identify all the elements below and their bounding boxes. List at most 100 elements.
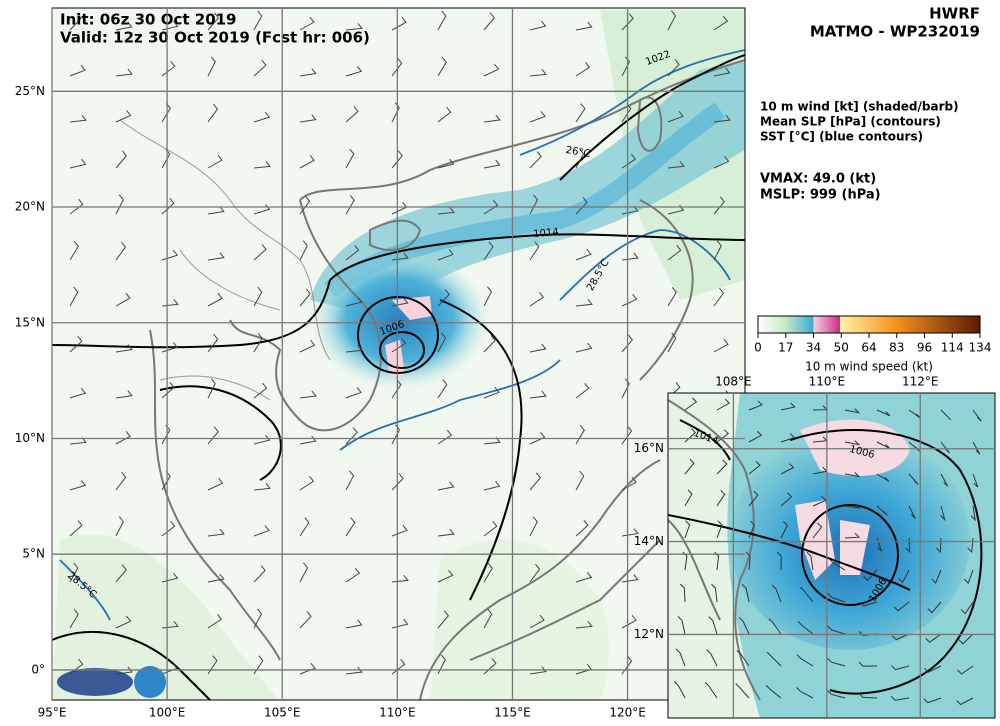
wind-barb [575, 519, 589, 537]
wind-barb [957, 665, 974, 675]
wind-barb [161, 197, 175, 215]
wind-barb [748, 430, 763, 443]
wind-barb [621, 334, 633, 353]
colorbar [757, 315, 981, 334]
wind-barb [299, 155, 315, 169]
wind-barb [575, 148, 585, 169]
wind-barb [529, 666, 547, 675]
wind-barb [748, 461, 761, 475]
wind-barb [890, 695, 910, 701]
wind-barb [529, 69, 547, 77]
wind-barb [806, 551, 814, 571]
wind-barb [253, 483, 271, 491]
wind-barb [972, 441, 981, 455]
wind-barb [69, 562, 79, 583]
lat-label: 0° [31, 662, 45, 676]
wind-barb [207, 477, 224, 491]
wind-barb [735, 683, 750, 699]
wind-barb [844, 503, 861, 509]
wind-barb [253, 111, 271, 123]
wind-barb [69, 13, 82, 31]
lat-label: 5°N [22, 547, 45, 561]
wind-barb [115, 21, 133, 31]
wind-barb [483, 520, 498, 537]
wind-barb [667, 332, 677, 353]
wind-barb [891, 633, 910, 641]
wind-barb [69, 387, 87, 399]
wind-barb [345, 194, 355, 215]
wind-barb [253, 608, 263, 629]
wind-barb [529, 516, 538, 537]
wind-barb [437, 481, 455, 491]
wind-barb [529, 111, 546, 123]
wind-barb [483, 12, 495, 31]
wind-barb [391, 17, 407, 31]
wind-barb [299, 662, 316, 675]
wind-barb [970, 505, 976, 522]
contour-label: 26°C [565, 145, 591, 160]
wind-barb [682, 551, 688, 571]
wind-barb [437, 654, 446, 675]
wind-barb [667, 286, 677, 307]
main-map [52, 8, 745, 700]
lon-label: 108°E [715, 375, 752, 389]
colorbar-label: 10 m wind speed (kt) [805, 360, 933, 374]
wind-barb [345, 387, 362, 399]
wind-barb [972, 473, 979, 488]
wind-barb [931, 569, 942, 584]
wind-barb [437, 570, 454, 583]
wind-barb [780, 521, 788, 539]
wind-barb [299, 435, 317, 445]
wind-barb [677, 615, 686, 635]
wind-barb [956, 697, 974, 706]
wind-barb [207, 573, 225, 583]
wind-barb [876, 409, 891, 417]
wind-barb [940, 441, 951, 454]
wind-barb [69, 64, 86, 77]
wind-barb [253, 525, 270, 537]
wind-barb [299, 517, 310, 537]
wind-barb [844, 471, 861, 478]
wind-barb [115, 292, 131, 307]
lat-label: 14°N [634, 534, 664, 548]
wind-barb [738, 616, 750, 635]
wind-barb [908, 505, 916, 519]
wind-barb [898, 569, 910, 584]
wind-barb [253, 59, 267, 77]
wind-barb [575, 621, 593, 629]
wind-barb [299, 68, 317, 77]
wind-barb [207, 528, 225, 537]
wind-barb [891, 665, 910, 671]
wind-barb [621, 56, 631, 77]
wind-barb [575, 470, 585, 491]
wind-barb [253, 332, 263, 353]
wind-barb [483, 199, 499, 215]
wind-barb [207, 154, 223, 169]
wind-barb [858, 693, 878, 699]
wind-barb [253, 286, 263, 307]
vmax: VMAX: 49.0 (kt) [760, 172, 876, 187]
wind-barb [345, 23, 363, 31]
wind-barb [575, 424, 585, 445]
inset-map [668, 393, 995, 718]
wind-barb [437, 332, 447, 353]
wind-barb [859, 601, 878, 607]
wind-barb [345, 427, 358, 445]
wind-barb [529, 472, 541, 491]
wind-barb [958, 633, 974, 645]
wind-barb [483, 241, 494, 261]
wind-barb [828, 558, 846, 571]
wind-barb [704, 682, 718, 699]
wind-barb [768, 618, 782, 635]
lon-label: 115°E [494, 706, 531, 720]
wind-barb [483, 114, 501, 123]
wind-barb [391, 658, 406, 675]
wind-barb [437, 379, 448, 399]
wind-barb [621, 476, 637, 491]
wind-barb [667, 59, 680, 77]
wind-barb [115, 516, 124, 537]
wind-barb [437, 610, 449, 629]
wind-barb [575, 21, 593, 31]
wind-barb [621, 13, 634, 31]
